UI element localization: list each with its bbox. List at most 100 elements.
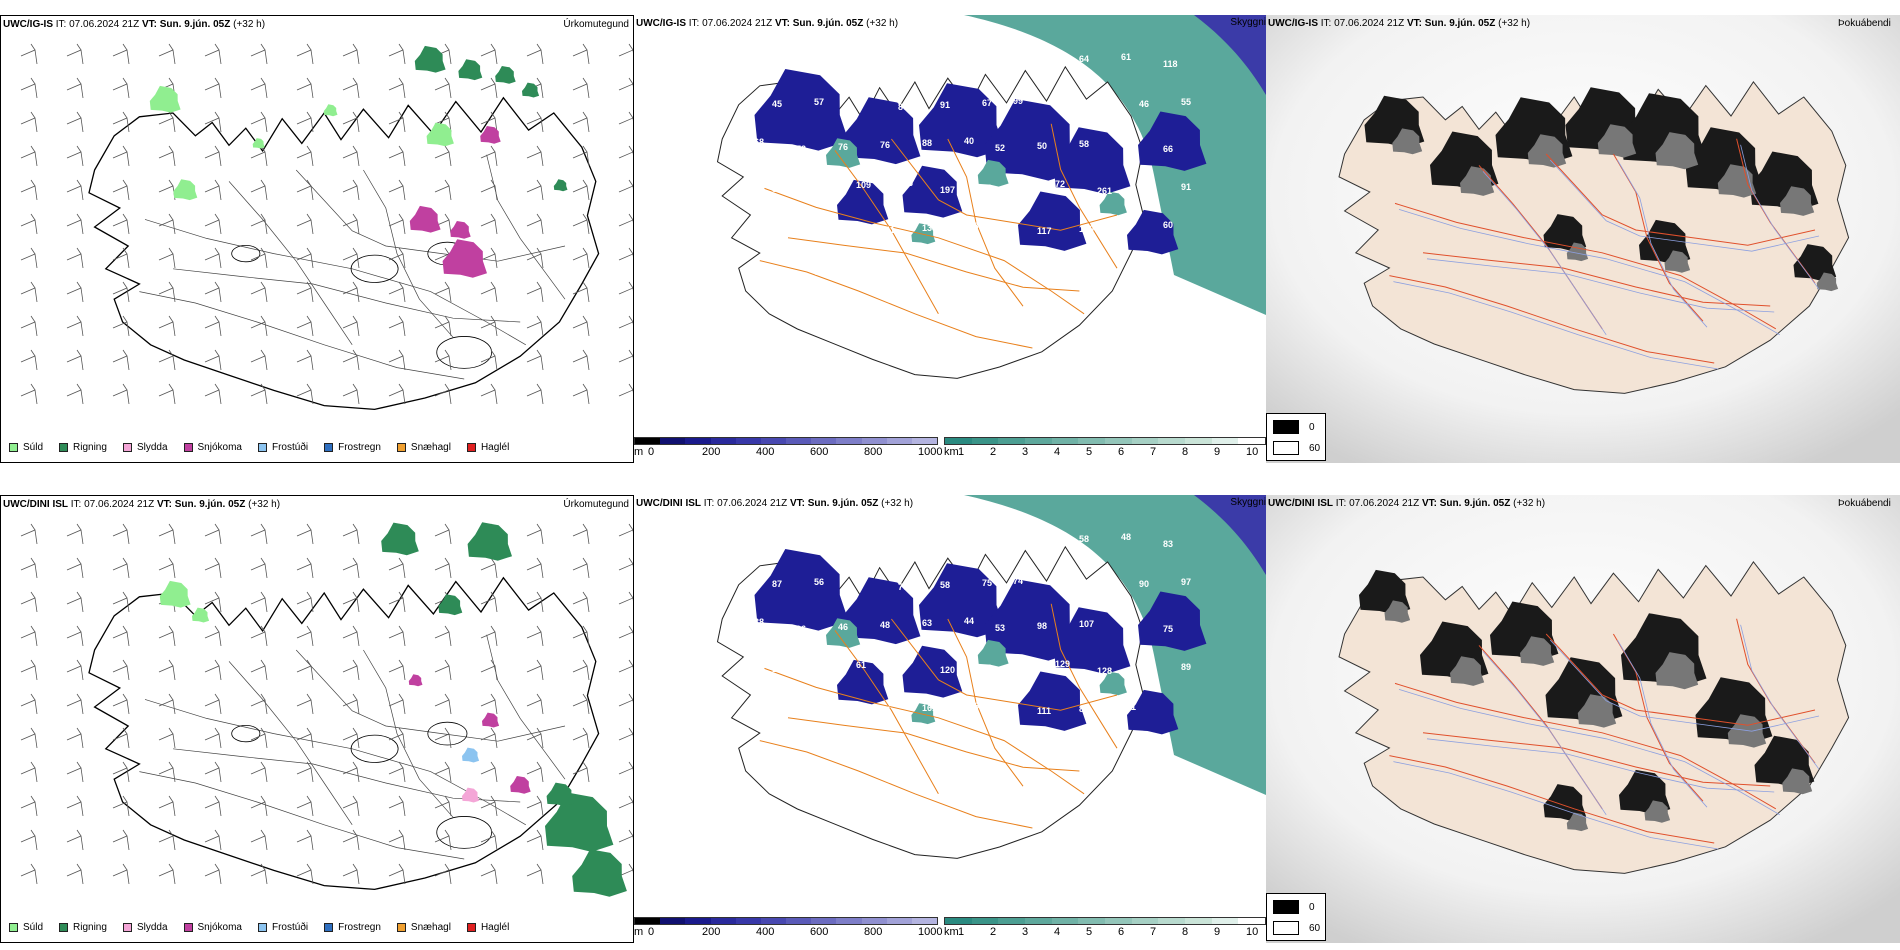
- road-line: [1422, 732, 1771, 787]
- wind-barb: [480, 281, 498, 303]
- panel-title: UWC/DINI ISL IT: 07.06.2024 21Z VT: Sun.…: [636, 498, 914, 509]
- road-line: [1389, 755, 1715, 844]
- road-line: [1389, 275, 1715, 364]
- colorbar-segment: [1185, 438, 1212, 444]
- cloud-base-label: 141: [880, 225, 895, 235]
- cloud-base-label: 91: [1097, 581, 1107, 591]
- colorbar-segment: [1078, 918, 1106, 924]
- precip-legend-swatch: [466, 923, 476, 932]
- road-line: [764, 187, 1085, 315]
- precip-legend-label: Slydda: [136, 442, 168, 453]
- precip-legend-label: Rigning: [73, 922, 107, 933]
- wind-barb: [112, 829, 130, 851]
- colorbar-tick-label: 1000: [918, 926, 943, 938]
- low-cloud-offshore: [1194, 15, 1266, 95]
- wind-barb: [158, 145, 176, 167]
- wind-barb: [342, 829, 360, 851]
- wind-barb: [158, 557, 176, 579]
- cloud-base-label: 90: [982, 183, 992, 193]
- precip-legend-swatch: [122, 443, 132, 452]
- cloud-base-label: 56: [814, 577, 824, 587]
- wind-barb: [112, 523, 130, 545]
- wind-barb: [618, 795, 633, 809]
- precip-legend-label: Frostúði: [271, 442, 309, 453]
- reduced-visibility-area: [977, 159, 1009, 187]
- wind-barb: [434, 111, 452, 133]
- precip-panel-dini: UWC/DINI ISL IT: 07.06.2024 21Z VT: Sun.…: [0, 495, 634, 943]
- road-line: [764, 667, 1085, 795]
- cloud-base-label: 85: [856, 95, 866, 105]
- precip-legend-swatch: [466, 443, 476, 452]
- precip-legend-swatch: [396, 923, 406, 932]
- wind-barb: [618, 43, 633, 57]
- precip-legend-label: Súld: [23, 922, 44, 933]
- road-line: [139, 291, 465, 380]
- wind-barb: [342, 315, 360, 337]
- wind-barb: [112, 761, 130, 783]
- cloud-base-label: 31: [754, 532, 764, 542]
- wind-barb: [66, 247, 84, 269]
- wind-barb: [204, 145, 222, 167]
- precip-legend-swatch: [396, 443, 406, 452]
- wind-barb: [572, 145, 590, 167]
- wind-barb: [20, 247, 38, 269]
- precip-legend-item: Snjókoma: [183, 922, 242, 933]
- cloud-base-label: 62: [796, 539, 806, 549]
- wind-barb: [158, 659, 176, 681]
- road-line: [1422, 252, 1771, 307]
- road-line: [144, 699, 526, 826]
- road-line: [363, 169, 454, 338]
- colorbar-segment: [911, 918, 938, 924]
- panel-title: UWC/IG-IS IT: 07.06.2024 21Z VT: Sun. 9.…: [636, 18, 899, 29]
- colorbar-tick-label: 1: [958, 926, 965, 938]
- precip-legend-item: Frostregn: [324, 442, 381, 453]
- precip-legend-label: Slydda: [136, 922, 168, 933]
- wind-barb: [480, 829, 498, 851]
- cloud-base-label: 161: [922, 703, 937, 713]
- wind-barb: [388, 111, 406, 133]
- wind-barb: [204, 727, 222, 749]
- wind-barb: [572, 761, 590, 783]
- wind-barb: [250, 383, 268, 405]
- wind-barb: [342, 349, 360, 371]
- cloud-base-label: 118: [1163, 59, 1178, 69]
- cloudbase-visibility-map: 31 62 47 61 100 53 79 63 58 48 83 87 56 30 70 58 75 74 95 9…: [716, 495, 1266, 859]
- wind-barb: [112, 77, 130, 99]
- colorbar-segment: [1131, 918, 1159, 924]
- colorbar-tick-label: 600: [810, 446, 829, 458]
- cloud-base-label: 91: [940, 100, 950, 110]
- cloud-base-area: [1127, 689, 1179, 735]
- road-line: [759, 740, 1033, 829]
- fog-dense-area: [1543, 784, 1587, 822]
- iceland-coastline: [88, 576, 600, 891]
- road-network: [759, 123, 1118, 349]
- cloud-base-label: 58: [1079, 139, 1089, 149]
- colorbar-segment: [685, 918, 711, 924]
- road-line: [891, 618, 1118, 711]
- fog-legend-light-swatch: [1273, 921, 1299, 935]
- wind-barb: [112, 625, 130, 647]
- glacier-outline: [231, 244, 261, 263]
- wind-barb: [20, 179, 38, 201]
- wind-barb: [66, 281, 84, 303]
- road-line: [1398, 209, 1781, 336]
- precip-legend-label: Snæhagl: [410, 922, 451, 933]
- cloud-base-label: 70: [898, 582, 908, 592]
- fog-moderate-area: [1644, 800, 1671, 823]
- fog-moderate-area: [1392, 128, 1423, 155]
- wind-barb: [342, 383, 360, 405]
- wind-barb: [618, 591, 633, 605]
- cloud-base-label: 129: [1055, 659, 1070, 669]
- wind-barb: [296, 693, 314, 715]
- colorbar-tick-label: 10: [1246, 446, 1259, 458]
- cloud-base-label: 66: [1163, 144, 1173, 154]
- wind-barb: [480, 693, 498, 715]
- wind-barb: [158, 43, 176, 65]
- precip-legend-swatch: [183, 443, 193, 452]
- road-line: [1394, 682, 1777, 810]
- wind-barb: [204, 383, 222, 405]
- cloud-base-label: 44: [964, 616, 974, 626]
- fog-moderate-area: [1450, 656, 1485, 686]
- cloud-base-area: [837, 659, 889, 705]
- cloud-base-label: 80: [898, 102, 908, 112]
